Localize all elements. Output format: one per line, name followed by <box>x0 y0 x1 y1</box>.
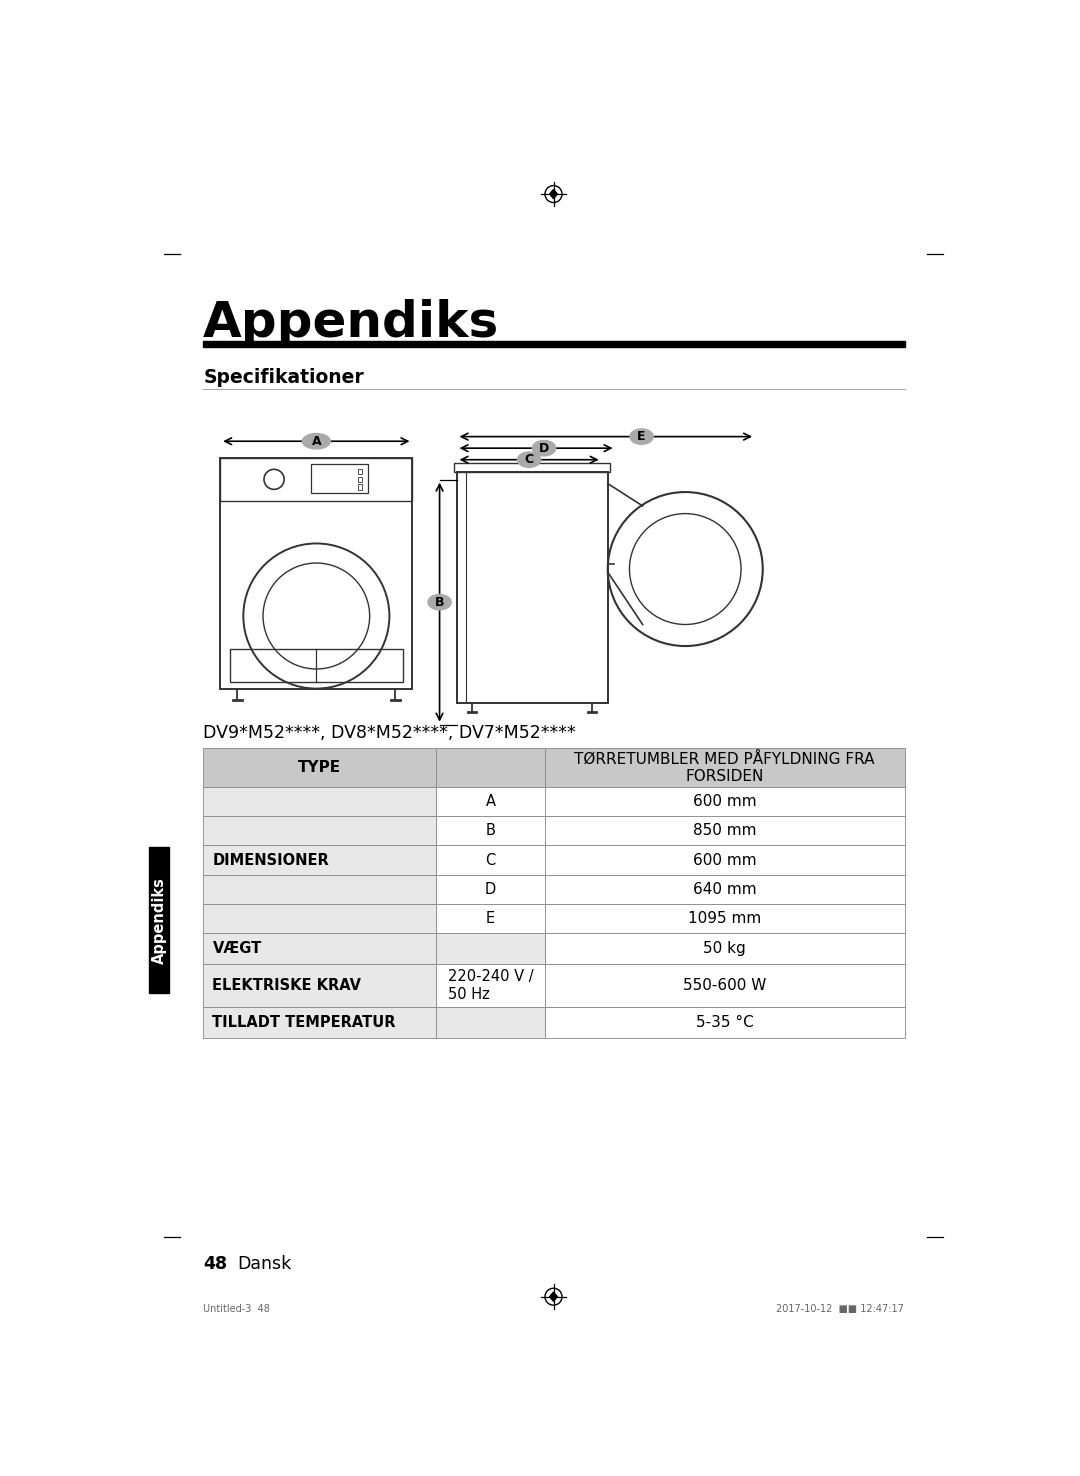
Text: 2017-10-12  ■■ 12:47:17: 2017-10-12 ■■ 12:47:17 <box>775 1303 904 1314</box>
Bar <box>203 787 436 816</box>
Ellipse shape <box>532 440 555 456</box>
Bar <box>203 964 436 1007</box>
Text: B: B <box>486 824 496 838</box>
Bar <box>436 875 544 903</box>
Text: Dansk: Dansk <box>238 1255 292 1274</box>
Text: D: D <box>485 881 496 897</box>
Bar <box>311 465 368 493</box>
Bar <box>544 933 905 964</box>
Bar <box>203 816 436 846</box>
Bar <box>436 816 544 846</box>
Ellipse shape <box>302 434 330 449</box>
Text: TILLADT TEMPERATUR: TILLADT TEMPERATUR <box>213 1015 396 1030</box>
Bar <box>203 748 436 787</box>
Bar <box>230 649 403 682</box>
Ellipse shape <box>428 595 451 610</box>
Text: 50 kg: 50 kg <box>703 942 746 956</box>
Text: VÆGT: VÆGT <box>213 942 261 956</box>
Bar <box>544 846 905 875</box>
Bar <box>544 875 905 903</box>
Text: 48: 48 <box>203 1255 227 1274</box>
Bar <box>220 458 413 500</box>
Bar <box>436 787 544 816</box>
Bar <box>149 847 170 993</box>
Text: 640 mm: 640 mm <box>693 881 756 897</box>
Bar <box>220 458 413 689</box>
Bar <box>436 964 544 1007</box>
Bar <box>436 933 544 964</box>
Bar <box>203 846 436 875</box>
Text: 550-600 W: 550-600 W <box>683 979 767 993</box>
Bar <box>203 903 436 933</box>
Text: A: A <box>485 794 496 809</box>
Bar <box>359 469 362 474</box>
Bar <box>436 1007 544 1038</box>
Bar <box>436 903 544 933</box>
Text: 220-240 V /
50 Hz: 220-240 V / 50 Hz <box>447 970 534 1002</box>
Text: DV9*M52****, DV8*M52****, DV7*M52****: DV9*M52****, DV8*M52****, DV7*M52**** <box>203 723 576 742</box>
Bar <box>544 903 905 933</box>
Text: C: C <box>485 853 496 868</box>
Text: E: E <box>637 430 646 443</box>
Polygon shape <box>550 1292 557 1302</box>
Text: Appendiks: Appendiks <box>203 298 499 347</box>
Bar <box>436 846 544 875</box>
Ellipse shape <box>630 430 653 444</box>
Text: A: A <box>311 435 321 447</box>
Text: TØRRETUMBLER MED PÅFYLDNING FRA
FORSIDEN: TØRRETUMBLER MED PÅFYLDNING FRA FORSIDEN <box>575 751 875 784</box>
Bar <box>455 463 610 472</box>
Text: 5-35 °C: 5-35 °C <box>696 1015 754 1030</box>
Bar <box>457 472 608 703</box>
Bar <box>203 933 436 964</box>
Text: B: B <box>435 596 444 608</box>
Bar <box>359 484 362 490</box>
Bar <box>359 477 362 483</box>
Bar <box>203 341 905 347</box>
Bar <box>203 875 436 903</box>
Text: C: C <box>525 453 534 466</box>
Text: Specifikationer: Specifikationer <box>203 368 364 387</box>
Text: DIMENSIONER: DIMENSIONER <box>213 853 329 868</box>
Bar <box>436 748 544 787</box>
Bar <box>544 787 905 816</box>
Text: E: E <box>486 911 495 925</box>
Bar <box>544 748 905 787</box>
Text: Appendiks: Appendiks <box>151 877 166 964</box>
Bar <box>203 1007 436 1038</box>
Polygon shape <box>550 189 557 199</box>
Text: 850 mm: 850 mm <box>693 824 756 838</box>
Bar <box>544 816 905 846</box>
Text: ELEKTRISKE KRAV: ELEKTRISKE KRAV <box>213 979 362 993</box>
Bar <box>544 964 905 1007</box>
Text: TYPE: TYPE <box>298 760 341 775</box>
Text: D: D <box>539 441 549 455</box>
Text: 600 mm: 600 mm <box>693 794 756 809</box>
Text: 1095 mm: 1095 mm <box>688 911 761 925</box>
Text: 600 mm: 600 mm <box>693 853 756 868</box>
Ellipse shape <box>517 452 541 468</box>
Bar <box>544 1007 905 1038</box>
Text: Untitled-3  48: Untitled-3 48 <box>203 1303 270 1314</box>
